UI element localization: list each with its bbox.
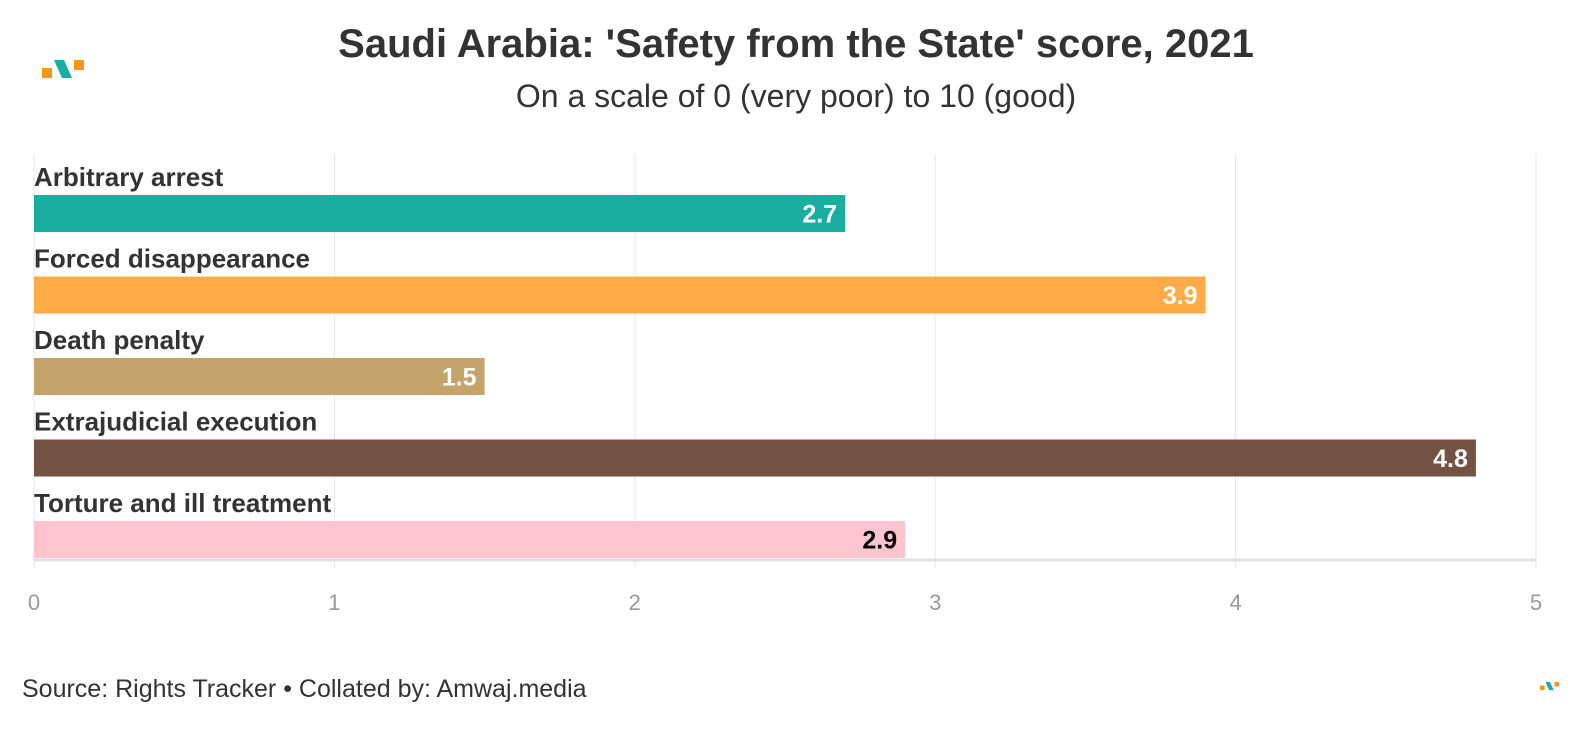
chart-subtitle: On a scale of 0 (very poor) to 10 (good) — [515, 78, 1077, 114]
value-label: 2.9 — [862, 527, 897, 555]
bar — [34, 439, 1476, 477]
x-tick-label: 5 — [1530, 590, 1542, 615]
value-label: 3.9 — [1163, 282, 1198, 310]
source-footer: Source: Rights Tracker • Collated by: Am… — [22, 675, 587, 703]
category-label: Extrajudicial execution — [34, 407, 317, 437]
chart-title: Saudi Arabia: 'Safety from the State' sc… — [338, 22, 1254, 66]
brand-logo-icon — [42, 60, 84, 78]
x-tick-label: 2 — [629, 590, 641, 615]
value-label: 1.5 — [442, 364, 477, 392]
value-label: 4.8 — [1433, 445, 1468, 473]
x-tick-label: 3 — [929, 590, 941, 615]
x-tick-label: 1 — [328, 590, 340, 615]
bar — [34, 521, 906, 558]
value-label: 2.7 — [802, 201, 837, 229]
x-tick-label: 4 — [1229, 590, 1241, 615]
bar — [34, 358, 485, 395]
bar — [34, 195, 846, 232]
category-label: Arbitrary arrest — [34, 162, 224, 192]
bar-chart: 0 1 2 3 4 5 Arbitrary arrest 2.7 Forced disappea… — [28, 154, 1542, 615]
bar — [34, 276, 1206, 314]
category-label: Forced disappearance — [34, 244, 310, 274]
category-label: Torture and ill treatment — [34, 488, 331, 518]
x-tick-label: 0 — [28, 590, 40, 615]
category-label: Death penalty — [34, 325, 205, 355]
brand-logo-small-icon — [1540, 681, 1560, 691]
